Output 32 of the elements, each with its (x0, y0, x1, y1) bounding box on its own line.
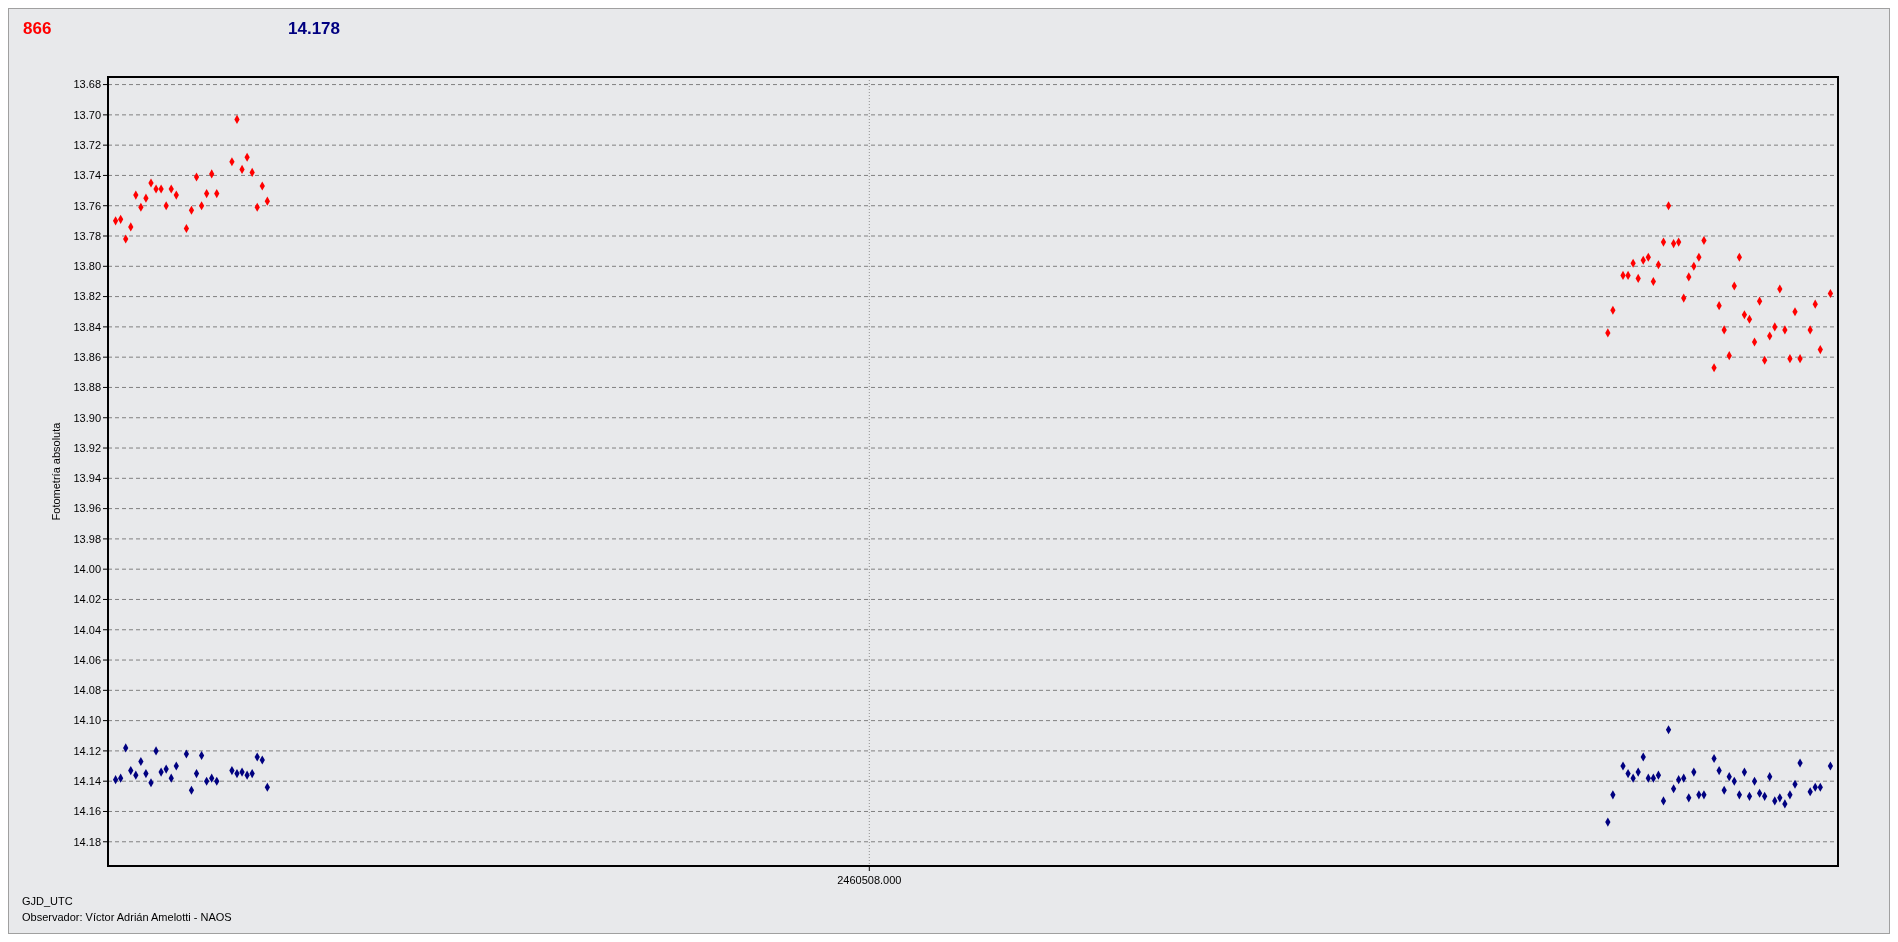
y-tick-label: 14.18 (73, 835, 101, 848)
x-tick-label: 2460508.000 (837, 874, 902, 886)
y-tick-label: 14.02 (73, 593, 101, 606)
y-tick-label: 13.80 (73, 260, 101, 273)
y-tick-label: 13.96 (73, 502, 101, 515)
y-tick-label: 13.90 (73, 411, 101, 424)
y-tick-label: 14.10 (73, 714, 101, 727)
y-tick-label: 14.16 (73, 805, 101, 818)
y-tick-label: 13.92 (73, 441, 101, 454)
y-tick-label: 14.00 (73, 563, 101, 576)
text: 14.178 (288, 19, 340, 38)
y-tick-label: 13.84 (73, 320, 101, 333)
y-tick-label: 13.70 (73, 108, 101, 121)
y-tick-label: 13.82 (73, 290, 101, 303)
y-tick-label: 14.06 (73, 653, 101, 666)
y-tick-label: 13.78 (73, 229, 101, 242)
y-tick-label: 13.98 (73, 532, 101, 545)
y-tick-label: 13.74 (73, 169, 101, 182)
x-axis-title: GJD_UTC (22, 895, 73, 907)
text: 866 (23, 19, 52, 38)
y-tick-label: 14.08 (73, 684, 101, 697)
y-tick-label: 13.76 (73, 199, 101, 212)
y-tick-label: 14.04 (73, 623, 101, 636)
y-tick-label: 13.68 (73, 78, 101, 91)
y-tick-label: 13.94 (73, 472, 101, 485)
y-axis-title: Fotometría absoluta (50, 421, 62, 521)
text: Observador: Víctor Adrián Amelotti - NAOS (22, 911, 232, 923)
y-tick-label: 14.14 (73, 775, 101, 788)
y-tick-label: 13.88 (73, 381, 101, 394)
y-tick-label: 13.72 (73, 139, 101, 151)
y-tick-label: 13.86 (73, 351, 101, 364)
y-tick-label: 14.12 (73, 744, 101, 757)
